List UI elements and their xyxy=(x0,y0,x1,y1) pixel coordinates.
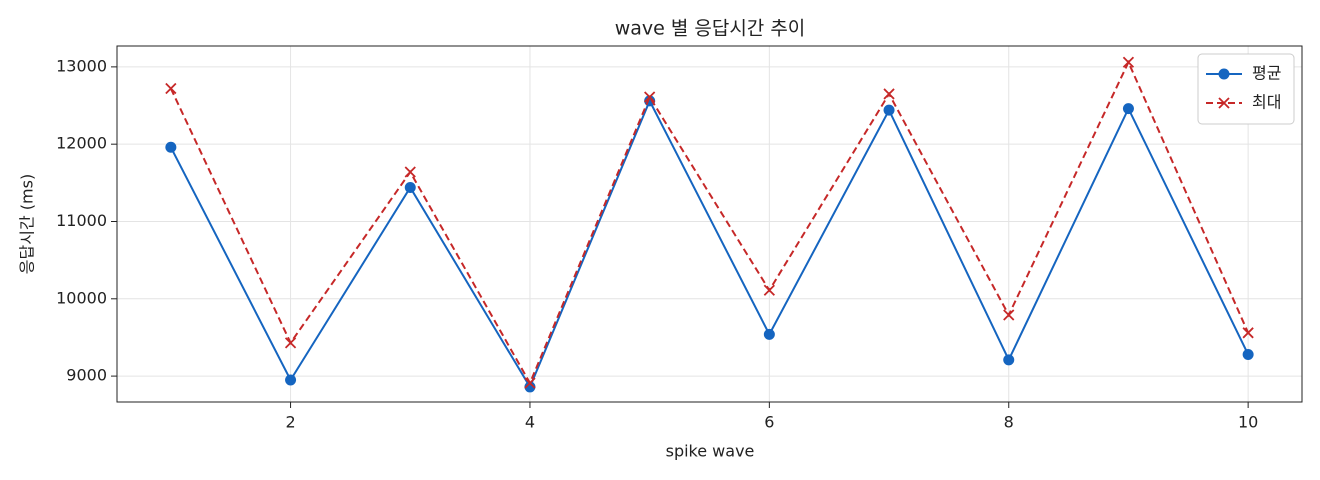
legend-marker xyxy=(1218,68,1230,80)
x-tick-label: 2 xyxy=(285,413,295,432)
marker xyxy=(404,166,416,178)
marker xyxy=(644,91,656,103)
y-axis-label: 응답시간 (ms) xyxy=(18,174,37,274)
marker xyxy=(763,328,775,340)
marker xyxy=(1242,348,1254,360)
marker xyxy=(524,377,536,389)
marker xyxy=(1242,327,1254,339)
x-axis-label: spike wave xyxy=(666,442,755,461)
marker xyxy=(1003,354,1015,366)
x-tick-label: 6 xyxy=(764,413,774,432)
legend-label: 평균 xyxy=(1252,64,1281,83)
series-line xyxy=(169,59,1250,386)
marker xyxy=(1003,309,1015,321)
marker xyxy=(404,181,416,193)
marker xyxy=(285,374,297,386)
marker xyxy=(763,284,775,296)
marker xyxy=(883,88,895,100)
marker xyxy=(284,337,297,349)
y-tick-label: 13000 xyxy=(56,56,107,75)
y-tick-label: 9000 xyxy=(66,366,107,385)
chart-title: wave 별 응답시간 추이 xyxy=(615,18,806,40)
marker xyxy=(524,381,536,393)
y-tick-label: 11000 xyxy=(56,211,107,230)
marker xyxy=(1122,103,1134,115)
x-tick-label: 8 xyxy=(1004,413,1014,432)
x-tick-label: 10 xyxy=(1238,413,1258,432)
series-line xyxy=(169,98,1250,390)
y-tick-label: 10000 xyxy=(56,288,107,307)
legend-label: 최대 xyxy=(1252,93,1281,112)
plot-frame xyxy=(116,45,1303,403)
marker xyxy=(165,82,177,95)
legend-marker xyxy=(1218,97,1230,109)
y-tick-label: 12000 xyxy=(56,134,107,153)
marker xyxy=(165,141,177,153)
x-tick-label: 4 xyxy=(525,413,535,432)
marker xyxy=(883,104,895,116)
marker xyxy=(1122,56,1135,68)
